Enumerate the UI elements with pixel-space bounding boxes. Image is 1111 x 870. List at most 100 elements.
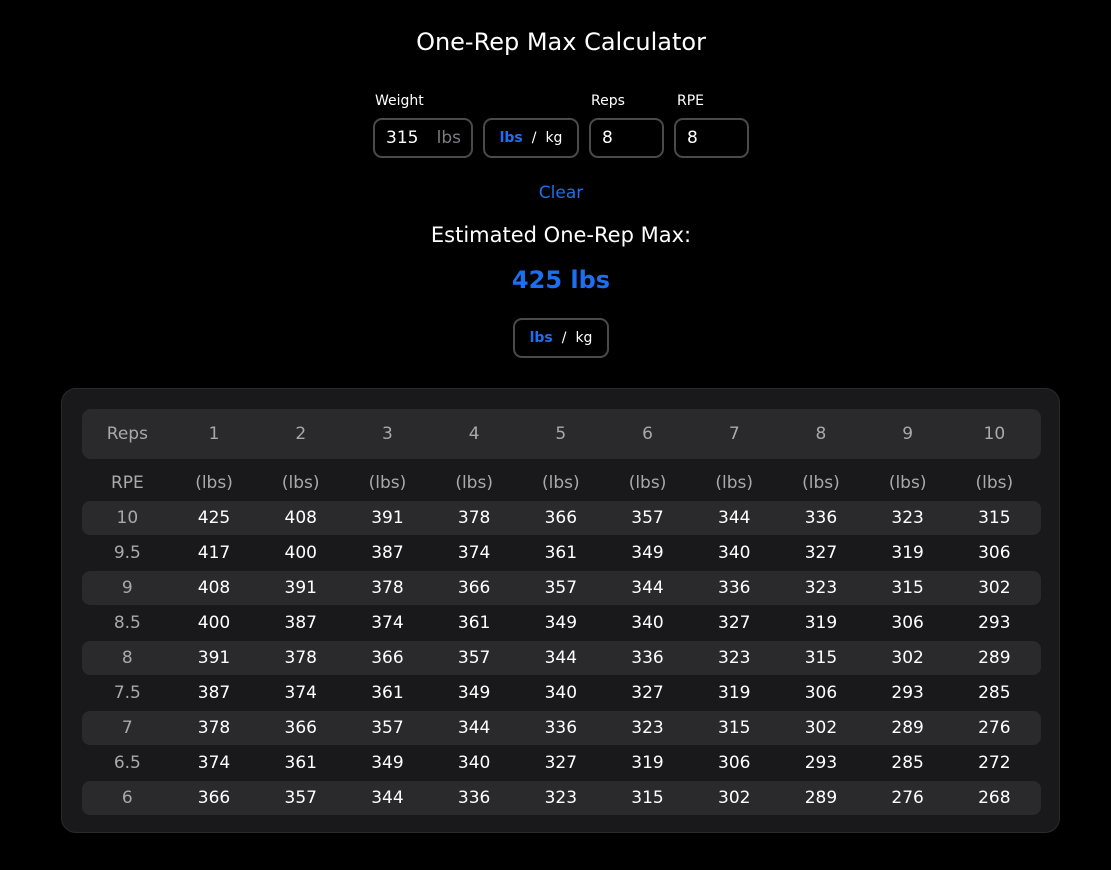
table-cell: 391 xyxy=(371,508,404,528)
output-unit-lbs-option[interactable]: lbs xyxy=(529,330,553,346)
table-header-rep-3: 3 xyxy=(382,424,393,444)
table-cell: 400 xyxy=(284,543,317,563)
table-cell: 336 xyxy=(631,648,664,668)
table-cell: 349 xyxy=(457,683,491,703)
output-unit-toggle[interactable]: lbs / kg xyxy=(513,318,609,358)
rpe-field[interactable] xyxy=(674,118,749,158)
table-cell: 323 xyxy=(891,508,924,528)
rpe-table: Reps 1 2 3 4 5 6 7 8 9 10 RPE (lbs) (lbs) (lbs) (lbs) (… xyxy=(61,388,1060,833)
table-cell: 306 xyxy=(978,543,1011,563)
weight-field[interactable]: lbs xyxy=(373,118,473,158)
input-unit-lbs-option[interactable]: lbs xyxy=(499,130,523,146)
table-cell: 327 xyxy=(544,753,578,773)
table-unit-label: (lbs) xyxy=(888,473,927,493)
result-value: 425 lbs xyxy=(511,266,611,294)
table-cell: 315 xyxy=(718,718,751,738)
table-cell: 315 xyxy=(891,578,924,598)
table-row: 9 408 391 378 366 357 344 336 323 315 302 xyxy=(82,571,1041,605)
table-cell: 357 xyxy=(371,718,404,738)
rpe-input[interactable] xyxy=(676,120,747,156)
table-cell-rpe: 9 xyxy=(121,578,133,598)
table-cell-rpe: 9.5 xyxy=(113,543,141,563)
reps-field[interactable] xyxy=(589,118,664,158)
reps-input[interactable] xyxy=(591,120,662,156)
table-header-rep-6: 6 xyxy=(642,424,653,444)
table-header-rep-2: 2 xyxy=(295,424,307,444)
clear-button[interactable]: Clear xyxy=(538,183,584,203)
input-unit-separator: / xyxy=(531,130,537,146)
table-cell: 374 xyxy=(457,543,491,563)
page-title: One-Rep Max Calculator xyxy=(416,28,706,56)
table-unit-label: (lbs) xyxy=(542,473,580,493)
table-cell-rpe: 7.5 xyxy=(113,683,141,703)
table-cell: 344 xyxy=(371,788,404,808)
table-cell: 306 xyxy=(891,613,924,633)
output-unit-kg-option[interactable]: kg xyxy=(575,330,593,346)
table-row: 6 366 357 344 336 323 315 302 289 276 268 xyxy=(82,781,1041,815)
table-cell: 336 xyxy=(457,788,491,808)
table-cell: 306 xyxy=(804,683,838,703)
table-cell: 302 xyxy=(718,788,751,808)
table-cell: 387 xyxy=(197,683,231,703)
table-cell: 344 xyxy=(631,578,664,598)
table-cell: 336 xyxy=(544,718,578,738)
table-cell: 323 xyxy=(631,718,664,738)
table-cell: 349 xyxy=(544,613,578,633)
table-unit-label: (lbs) xyxy=(628,473,667,493)
table-cell: 285 xyxy=(978,683,1011,703)
table-cell: 349 xyxy=(631,543,664,563)
table-cell: 357 xyxy=(284,788,317,808)
table-cell: 425 xyxy=(197,508,231,528)
table-cell: 319 xyxy=(804,613,838,633)
input-unit-toggle[interactable]: lbs / kg xyxy=(483,118,579,158)
table-header-rep-1: 1 xyxy=(208,424,220,444)
table-cell: 340 xyxy=(631,613,664,633)
table-cell: 315 xyxy=(804,648,838,668)
table-cell: 323 xyxy=(718,648,751,668)
table-cell: 378 xyxy=(284,648,317,668)
table-header-rep-5: 5 xyxy=(555,424,567,444)
table-cell: 391 xyxy=(197,648,231,668)
table-cell-rpe: 10 xyxy=(116,508,139,528)
table-cell: 344 xyxy=(544,648,578,668)
table-cell: 361 xyxy=(284,753,317,773)
table-cell-rpe: 8 xyxy=(121,648,133,668)
result-label: Estimated One-Rep Max: xyxy=(430,223,692,247)
table-cell: 374 xyxy=(197,753,231,773)
input-unit-kg-option[interactable]: kg xyxy=(545,130,563,146)
table-unit-label: (lbs) xyxy=(975,473,1014,493)
table-cell: 408 xyxy=(284,508,317,528)
table-cell: 366 xyxy=(371,648,404,668)
table-cell-rpe: 8.5 xyxy=(113,613,141,633)
table-cell: 302 xyxy=(891,648,924,668)
table-header-rpe-label: RPE xyxy=(110,473,144,493)
table-cell: 327 xyxy=(631,683,664,703)
table-unit-label: (lbs) xyxy=(281,473,320,493)
table-unit-label: (lbs) xyxy=(802,473,840,493)
table-cell: 336 xyxy=(718,578,751,598)
table-cell: 374 xyxy=(284,683,317,703)
table-cell: 387 xyxy=(371,543,404,563)
table-cell: 319 xyxy=(718,683,751,703)
table-cell: 315 xyxy=(631,788,664,808)
table-cell: 400 xyxy=(197,613,231,633)
table-cell: 268 xyxy=(978,788,1011,808)
table-unit-row: RPE (lbs) (lbs) (lbs) (lbs) (lbs) (lbs) (lbs) (l… xyxy=(82,466,1041,500)
table-cell: 285 xyxy=(891,753,924,773)
output-unit-separator: / xyxy=(561,330,567,346)
table-cell: 302 xyxy=(804,718,838,738)
table-cell: 357 xyxy=(457,648,491,668)
table-row: 8 391 378 366 357 344 336 323 315 302 289 xyxy=(82,641,1041,675)
rpe-label: RPE xyxy=(677,93,705,109)
table-cell-rpe: 7 xyxy=(121,718,133,738)
table-cell: 357 xyxy=(631,508,664,528)
table-unit-label: (lbs) xyxy=(368,473,407,493)
table-cell: 289 xyxy=(978,648,1011,668)
table-cell: 327 xyxy=(718,613,751,633)
table-cell: 366 xyxy=(284,718,317,738)
table-cell: 302 xyxy=(978,578,1011,598)
table-row: 9.5 417 400 387 374 361 349 340 327 319 306 xyxy=(82,536,1041,570)
table-cell: 357 xyxy=(544,578,578,598)
weight-input[interactable] xyxy=(375,120,425,156)
table-cell: 344 xyxy=(457,718,491,738)
